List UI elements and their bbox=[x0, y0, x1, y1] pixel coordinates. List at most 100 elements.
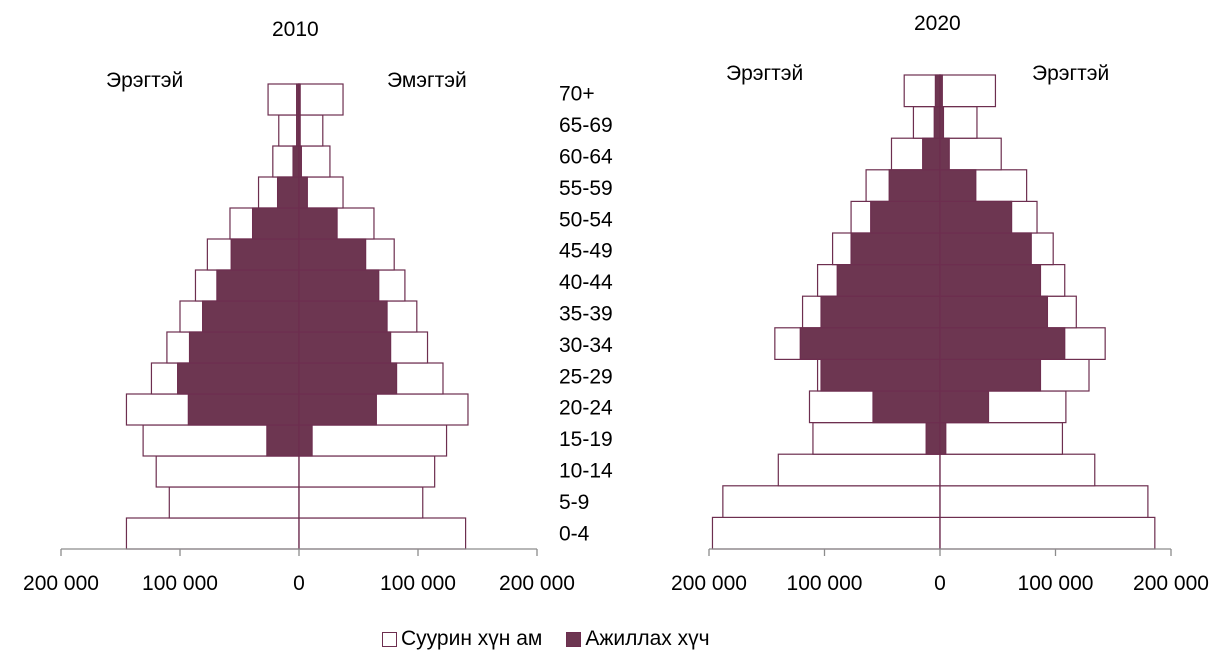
age-group-label: 35-39 bbox=[559, 303, 613, 326]
labor-bar-right-55-59 bbox=[298, 176, 308, 209]
age-group-label: 50-54 bbox=[559, 208, 613, 231]
x-tick-label: 200 000 bbox=[1133, 572, 1209, 595]
age-group-label: 60-64 bbox=[559, 146, 613, 169]
population-bar-right-65-69 bbox=[298, 114, 324, 147]
labor-bar-left-30-34 bbox=[188, 331, 300, 364]
labor-bar-left-55-59 bbox=[276, 176, 300, 209]
population-bar-right-70+ bbox=[298, 83, 344, 116]
age-group-label: 40-44 bbox=[559, 271, 613, 294]
labor-bar-right-35-39 bbox=[298, 300, 388, 333]
age-group-label: 30-34 bbox=[559, 334, 613, 357]
population-bar-left-5-9 bbox=[722, 485, 941, 518]
labor-bar-right-15-19 bbox=[298, 424, 313, 457]
population-bar-left-10-14 bbox=[155, 455, 300, 488]
x-tick-label: 100 000 bbox=[1018, 572, 1094, 595]
labor-bar-right-40-44 bbox=[298, 269, 380, 302]
legend-item-population: Суурин хүн ам bbox=[382, 627, 542, 651]
population-bar-left-70+ bbox=[903, 74, 941, 108]
labor-bar-right-15-19 bbox=[939, 422, 947, 455]
labor-bar-left-40-44 bbox=[216, 269, 300, 302]
population-bar-left-65-69 bbox=[278, 114, 300, 147]
labor-bar-left-45-49 bbox=[850, 232, 941, 266]
labor-bar-right-50-54 bbox=[939, 200, 1013, 234]
labor-bar-right-35-39 bbox=[939, 295, 1049, 329]
x-tick-label: 0 bbox=[293, 572, 305, 595]
male-label-2010: Эрэгтэй bbox=[106, 69, 184, 92]
legend-label-population: Суурин хүн ам bbox=[401, 627, 543, 650]
population-bar-right-10-14 bbox=[939, 453, 1096, 487]
age-group-label: 20-24 bbox=[559, 397, 613, 420]
population-bar-right-65-69 bbox=[939, 105, 978, 139]
labor-bar-right-40-44 bbox=[939, 264, 1042, 297]
legend-swatch-population bbox=[382, 631, 397, 647]
labor-bar-left-15-19 bbox=[925, 422, 941, 455]
labor-bar-left-40-44 bbox=[836, 264, 941, 297]
labor-bar-left-15-19 bbox=[266, 424, 300, 457]
labor-bar-left-35-39 bbox=[820, 295, 941, 329]
labor-bar-left-25-29 bbox=[177, 362, 300, 395]
labor-bar-left-35-39 bbox=[202, 300, 300, 333]
labor-bar-left-60-64 bbox=[922, 137, 941, 171]
labor-bar-left-25-29 bbox=[820, 358, 941, 392]
age-group-label: 10-14 bbox=[559, 460, 613, 483]
population-bar-right-10-14 bbox=[298, 455, 436, 488]
labor-bar-left-20-24 bbox=[187, 393, 300, 426]
labor-bar-left-60-64 bbox=[292, 145, 300, 178]
legend: Суурин хүн ам Ажиллах хүч bbox=[382, 625, 734, 653]
x-tick-label: 100 000 bbox=[787, 572, 863, 595]
age-group-label: 70+ bbox=[559, 83, 595, 106]
labor-bar-left-65-69 bbox=[933, 105, 941, 139]
labor-bar-left-70+ bbox=[934, 74, 941, 108]
pyramid-2010: 200 000 100 000 0 100 000 200 000 bbox=[23, 83, 575, 595]
age-group-label: 55-59 bbox=[559, 177, 613, 200]
labor-bar-right-30-34 bbox=[939, 327, 1066, 360]
population-bar-right-0-4 bbox=[939, 516, 1156, 550]
labor-bar-left-45-49 bbox=[230, 238, 300, 271]
population-bar-left-15-19 bbox=[812, 422, 941, 455]
x-tick-label: 0 bbox=[934, 572, 946, 595]
age-group-label: 25-29 bbox=[559, 365, 613, 388]
population-bar-right-0-4 bbox=[298, 517, 467, 550]
legend-swatch-labor bbox=[566, 631, 582, 647]
labor-bar-right-60-64 bbox=[939, 137, 950, 171]
x-tick-label: 200 000 bbox=[23, 572, 99, 595]
labor-bar-right-25-29 bbox=[298, 362, 398, 395]
age-group-label: 45-49 bbox=[559, 240, 613, 263]
x-tick-label: 200 000 bbox=[671, 572, 747, 595]
legend-label-labor: Ажиллах хүч bbox=[585, 627, 710, 650]
population-pyramids: 200 000 100 000 0 100 000 200 000 200 000 100… bbox=[23, 74, 1209, 595]
age-group-label: 5-9 bbox=[559, 491, 589, 514]
labor-bar-left-20-24 bbox=[872, 390, 941, 424]
labor-bar-right-25-29 bbox=[939, 358, 1042, 392]
right-label-2020: Эрэгтэй bbox=[1032, 62, 1110, 85]
population-bar-right-70+ bbox=[939, 74, 997, 108]
chart-title-2020: 2020 bbox=[914, 12, 961, 35]
labor-bar-left-50-54 bbox=[251, 207, 300, 240]
population-bar-left-0-4 bbox=[711, 516, 941, 550]
labor-bar-left-50-54 bbox=[870, 200, 941, 234]
labor-bar-right-20-24 bbox=[298, 393, 377, 426]
labor-bar-right-45-49 bbox=[939, 232, 1032, 266]
pyramid-2020: 200 000 100 000 0 100 000 200 000 bbox=[671, 74, 1209, 595]
male-label-2020: Эрэгтэй bbox=[726, 62, 804, 85]
labor-bar-right-50-54 bbox=[298, 207, 338, 240]
x-tick-label: 200 000 bbox=[499, 572, 575, 595]
population-bar-right-5-9 bbox=[939, 485, 1149, 518]
population-bar-right-5-9 bbox=[298, 486, 424, 519]
x-tick-label: 100 000 bbox=[380, 572, 456, 595]
population-bar-right-15-19 bbox=[939, 422, 1064, 455]
x-tick-label: 100 000 bbox=[142, 572, 218, 595]
age-group-label: 15-19 bbox=[559, 428, 613, 451]
labor-bar-left-55-59 bbox=[888, 169, 941, 203]
age-group-labels: 0-4 5-9 10-14 15-19 20-24 25-29 30-34 35-39 40-4… bbox=[559, 83, 613, 546]
legend-item-labor: Ажиллах хүч bbox=[566, 627, 710, 651]
population-bar-left-70+ bbox=[267, 83, 300, 116]
labor-bar-left-30-34 bbox=[799, 327, 941, 360]
labor-bar-right-30-34 bbox=[298, 331, 392, 364]
population-bar-left-0-4 bbox=[125, 517, 300, 550]
age-group-label: 65-69 bbox=[559, 114, 613, 137]
population-bar-right-60-64 bbox=[298, 145, 331, 178]
age-group-label: 0-4 bbox=[559, 522, 590, 545]
labor-bar-right-45-49 bbox=[298, 238, 367, 271]
population-bar-left-5-9 bbox=[168, 486, 300, 519]
